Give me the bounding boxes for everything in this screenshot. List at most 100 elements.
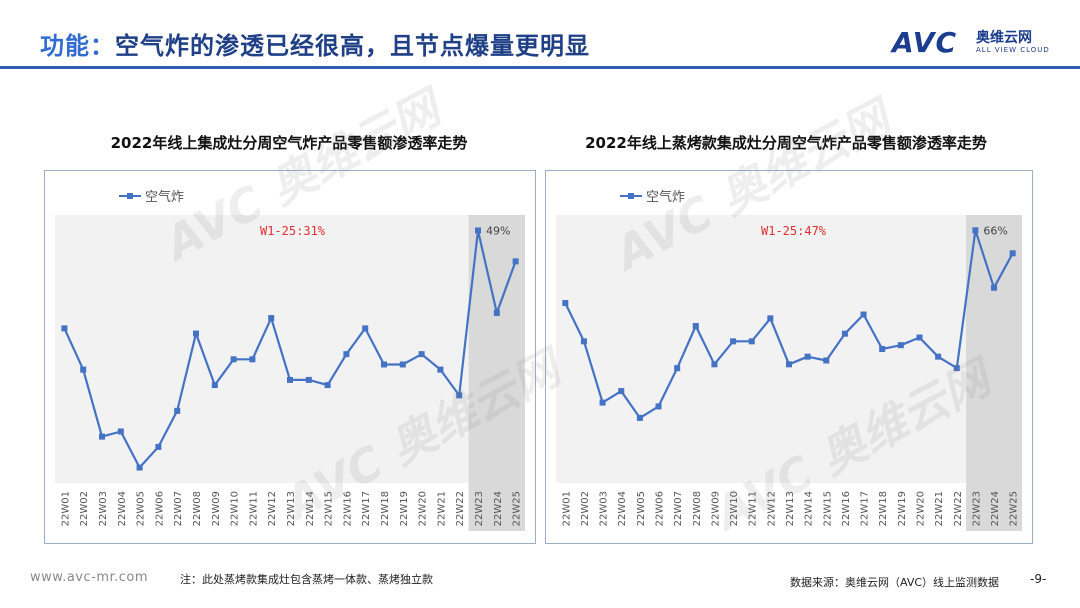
plot-area xyxy=(556,215,1022,483)
data-point xyxy=(211,382,218,389)
data-point xyxy=(991,284,998,291)
x-tick-label: 22W17 xyxy=(860,491,871,526)
data-point xyxy=(249,356,256,363)
page-title-text: 空气炸的渗透已经很高，且节点爆量更明显 xyxy=(115,32,590,60)
x-tick-label: 22W11 xyxy=(748,491,759,526)
page-title-prefix: 功能： xyxy=(40,32,115,60)
x-tick-label: 22W21 xyxy=(934,491,945,526)
data-point xyxy=(823,357,830,364)
data-point xyxy=(362,325,369,332)
data-point xyxy=(305,376,312,383)
data-point xyxy=(61,325,68,332)
x-tick-label: 22W18 xyxy=(878,491,889,526)
legend-marker xyxy=(127,193,133,199)
plot-area xyxy=(55,215,525,483)
data-point xyxy=(599,399,606,406)
x-tick-label: 22W23 xyxy=(474,491,485,526)
x-tick-label: 22W22 xyxy=(953,491,964,526)
data-point xyxy=(562,300,569,307)
data-point xyxy=(155,443,162,450)
data-point xyxy=(456,392,463,399)
header-divider xyxy=(0,66,1080,69)
x-tick-label: 22W13 xyxy=(785,491,796,526)
data-point xyxy=(324,382,331,389)
data-point xyxy=(437,366,444,373)
annotation-label: W1-25:47% xyxy=(761,224,827,238)
logo-name-en: ALL VIEW CLOUD xyxy=(976,46,1050,54)
data-point xyxy=(381,361,387,368)
data-point xyxy=(674,365,681,372)
legend-label: 空气炸 xyxy=(145,189,184,205)
data-point xyxy=(117,428,124,435)
x-tick-label: 22W13 xyxy=(286,491,297,526)
x-tick-label: 22W09 xyxy=(211,491,222,526)
data-point xyxy=(786,361,792,368)
peak-value-label: 49% xyxy=(486,224,510,237)
x-tick-label: 22W10 xyxy=(729,491,740,526)
x-tick-label: 22W03 xyxy=(599,491,610,526)
data-point xyxy=(916,334,923,341)
highlight-band xyxy=(468,215,525,531)
chart-1-frame: 空气炸 W1-25:31% 49% 22W01 22W02 22W03 22W04 22W05… xyxy=(44,170,536,544)
x-tick-label: 22W19 xyxy=(399,491,410,526)
data-point xyxy=(193,330,199,337)
data-point xyxy=(512,258,519,265)
x-tick-label: 22W23 xyxy=(971,491,982,526)
data-point xyxy=(860,311,867,318)
logo-brand: AVC xyxy=(892,26,957,59)
chart-2-title: 2022年线上蒸烤款集成灶分周空气炸产品零售额渗透率走势 xyxy=(585,134,987,152)
x-tick-label: 22W12 xyxy=(267,491,278,526)
x-tick-label: 22W25 xyxy=(512,491,523,526)
footer-url: www.avc-mr.com xyxy=(30,570,149,585)
data-point xyxy=(879,346,886,352)
data-point xyxy=(972,227,979,234)
x-tick-label: 22W06 xyxy=(154,491,165,526)
data-point xyxy=(711,361,718,368)
x-tick-label: 22W18 xyxy=(380,491,391,526)
data-point xyxy=(953,365,960,372)
x-tick-label: 22W19 xyxy=(897,491,908,526)
x-tick-label: 22W04 xyxy=(117,491,128,526)
data-point xyxy=(580,338,587,345)
x-tick-label: 22W01 xyxy=(60,491,71,526)
x-tick-label: 22W24 xyxy=(990,491,1001,526)
data-point xyxy=(343,351,350,358)
x-tick-label: 22W05 xyxy=(136,491,147,526)
data-point xyxy=(399,361,406,368)
x-tick-label: 22W20 xyxy=(915,491,926,526)
legend-marker xyxy=(628,193,634,199)
x-tick-label: 22W22 xyxy=(455,491,466,526)
x-tick-label: 22W08 xyxy=(692,491,703,526)
x-tick-label: 22W11 xyxy=(248,491,259,526)
data-point xyxy=(1009,250,1016,257)
x-tick-label: 22W02 xyxy=(580,491,591,526)
data-point xyxy=(136,464,143,471)
highlight-band xyxy=(966,215,1022,531)
legend-label: 空气炸 xyxy=(646,189,685,205)
data-point xyxy=(287,376,293,383)
x-tick-label: 22W08 xyxy=(192,491,203,526)
x-tick-label: 22W24 xyxy=(493,491,504,526)
page-title: 功能：空气炸的渗透已经很高，且节点爆量更明显 xyxy=(40,26,590,61)
data-point xyxy=(804,353,811,360)
logo-name-cn: 奥维云网 xyxy=(976,30,1032,46)
chart-2-frame: 空气炸 W1-25:47% 66% 22W01 22W02 22W03 22W04 22W05… xyxy=(545,170,1033,544)
x-tick-label: 22W15 xyxy=(822,491,833,526)
x-tick-label: 22W10 xyxy=(230,491,241,526)
peak-value-label: 66% xyxy=(983,224,1007,237)
x-tick-label: 22W21 xyxy=(436,491,447,526)
x-tick-label: 22W16 xyxy=(841,491,852,526)
data-point xyxy=(767,315,774,322)
data-point xyxy=(268,315,275,322)
data-point xyxy=(897,342,904,349)
x-tick-label: 22W20 xyxy=(418,491,429,526)
x-tick-label: 22W09 xyxy=(710,491,721,526)
x-tick-label: 22W01 xyxy=(561,491,572,526)
footer-source: 数据来源：奥维云网（AVC）线上监测数据 xyxy=(790,576,1000,589)
data-point xyxy=(636,414,643,421)
data-point xyxy=(730,338,737,345)
data-point xyxy=(99,433,105,440)
chart-1-svg: 空气炸 W1-25:31% 49% 22W01 22W02 22W03 22W04 22W05… xyxy=(55,189,525,531)
data-point xyxy=(655,403,662,410)
data-point xyxy=(935,353,942,360)
